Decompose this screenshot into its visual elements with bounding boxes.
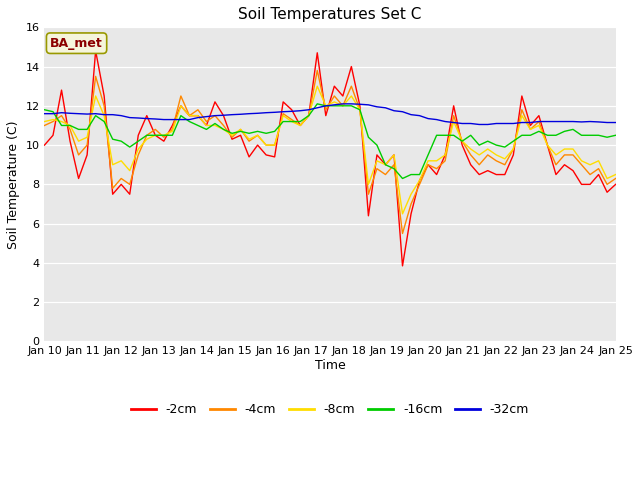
Title: Soil Temperatures Set C: Soil Temperatures Set C xyxy=(238,7,422,22)
Y-axis label: Soil Temperature (C): Soil Temperature (C) xyxy=(7,120,20,249)
Legend: -2cm, -4cm, -8cm, -16cm, -32cm: -2cm, -4cm, -8cm, -16cm, -32cm xyxy=(126,398,534,421)
Text: BA_met: BA_met xyxy=(50,36,103,50)
X-axis label: Time: Time xyxy=(315,359,346,372)
